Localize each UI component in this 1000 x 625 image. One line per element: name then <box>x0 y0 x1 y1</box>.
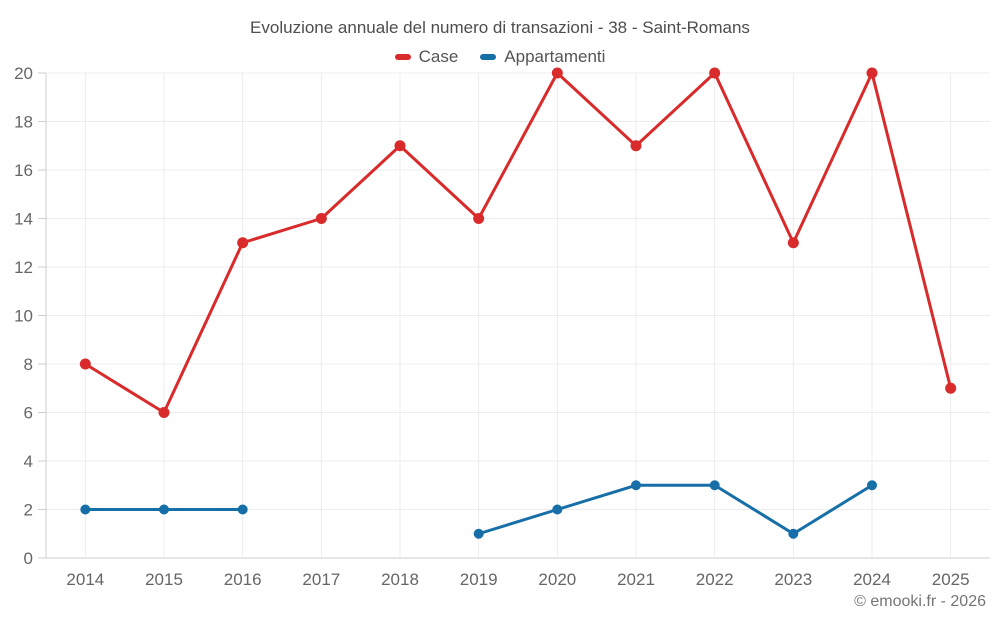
data-point-appartamenti[interactable] <box>473 528 484 539</box>
appartamenti-series-label: Appartamenti <box>504 47 606 66</box>
case-series-swatch-icon <box>394 54 411 60</box>
data-point-appartamenti[interactable] <box>552 504 563 515</box>
y-tick-label: 16 <box>14 161 33 180</box>
series-line-appartamenti <box>477 483 874 536</box>
y-tick-label: 4 <box>24 452 33 471</box>
x-tick-label: 2025 <box>932 570 970 589</box>
x-tick-label: 2017 <box>302 570 340 589</box>
y-tick-label: 8 <box>24 355 33 374</box>
data-point-appartamenti[interactable] <box>709 480 720 491</box>
chart-title: Evoluzione annuale del numero di transaz… <box>250 18 750 37</box>
legend-item-case[interactable]: Case <box>394 47 459 67</box>
data-point-case[interactable] <box>79 358 91 370</box>
y-tick-label: 10 <box>14 307 33 326</box>
copyright-footer: © emooki.fr - 2026 <box>854 593 986 610</box>
data-point-case[interactable] <box>866 67 878 79</box>
data-point-case[interactable] <box>158 407 170 418</box>
x-tick-label: 2016 <box>224 570 262 589</box>
legend-item-appartamenti[interactable]: Appartamenti <box>480 47 605 67</box>
data-point-case[interactable] <box>551 67 563 79</box>
case-series-label: Case <box>418 47 459 66</box>
y-tick-label: 0 <box>24 549 33 568</box>
data-point-appartamenti[interactable] <box>631 480 641 491</box>
data-point-appartamenti[interactable] <box>159 504 169 515</box>
data-point-case[interactable] <box>945 382 957 394</box>
y-tick-label: 2 <box>24 501 33 520</box>
x-tick-label: 2019 <box>460 570 498 589</box>
data-point-case[interactable] <box>630 140 642 152</box>
y-tick-label: 12 <box>14 258 33 277</box>
x-tick-label: 2015 <box>145 570 183 589</box>
data-point-case[interactable] <box>394 140 406 152</box>
x-tick-label: 2021 <box>617 570 655 589</box>
y-tick-label: 20 <box>14 64 33 83</box>
data-point-appartamenti[interactable] <box>80 504 91 515</box>
data-point-appartamenti[interactable] <box>788 528 799 539</box>
data-point-appartamenti[interactable] <box>867 480 877 491</box>
x-tick-label: 2014 <box>66 570 104 589</box>
data-point-case[interactable] <box>787 237 799 249</box>
x-tick-label: 2024 <box>853 570 891 589</box>
data-point-case[interactable] <box>315 213 327 224</box>
chart-legend: Case Appartamenti <box>0 47 1000 67</box>
data-point-appartamenti[interactable] <box>237 504 248 515</box>
x-tick-label: 2020 <box>538 570 576 589</box>
x-tick-label: 2018 <box>381 570 419 589</box>
y-tick-label: 14 <box>14 210 33 229</box>
y-tick-label: 18 <box>14 113 33 132</box>
data-point-case[interactable] <box>237 237 249 249</box>
y-tick-label: 6 <box>24 404 33 423</box>
x-tick-label: 2022 <box>696 570 734 589</box>
x-tick-label: 2023 <box>774 570 812 589</box>
appartamenti-series-swatch-icon <box>480 54 497 60</box>
data-point-case[interactable] <box>709 67 721 79</box>
series-line-case <box>83 71 953 414</box>
data-point-case[interactable] <box>473 213 485 224</box>
